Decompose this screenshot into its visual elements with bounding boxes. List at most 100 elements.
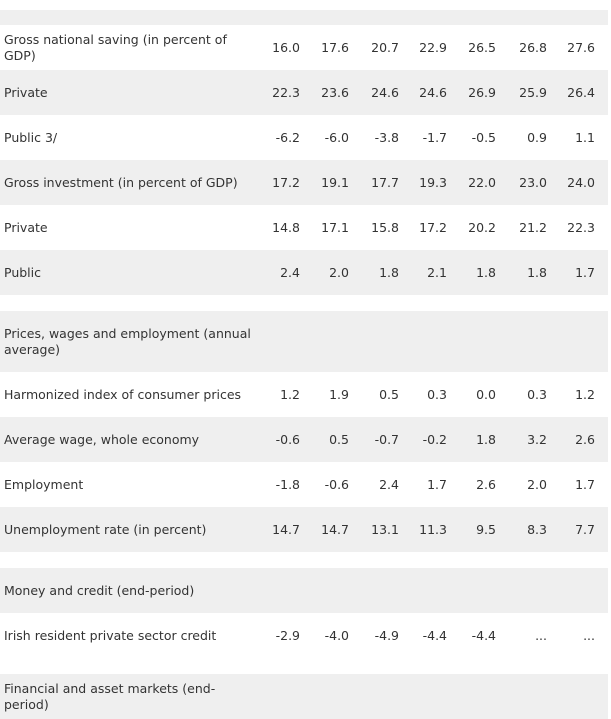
top-band — [0, 10, 608, 25]
cell: 19.1 — [321, 175, 349, 190]
cell: 2.6 — [575, 432, 595, 447]
row-label: Gross investment (in percent of GDP) — [4, 174, 238, 190]
cell: 17.2 — [419, 220, 447, 235]
cell: 11.3 — [419, 522, 447, 537]
cell: ... — [535, 628, 547, 643]
cell: -0.6 — [275, 432, 300, 447]
cell: -0.7 — [374, 432, 399, 447]
row-label: Private — [4, 219, 48, 235]
section-header: Money and credit (end-period) — [4, 582, 195, 598]
cell: -6.0 — [324, 130, 349, 145]
cell: -0.5 — [471, 130, 496, 145]
table-row: Irish resident private sector credit -2.… — [0, 613, 608, 658]
cell: 0.5 — [379, 387, 399, 402]
cell: 14.7 — [321, 522, 349, 537]
cell: 1.8 — [476, 432, 496, 447]
section-header-row: Money and credit (end-period) — [0, 568, 608, 613]
cell: -4.9 — [374, 628, 399, 643]
cell: 0.3 — [527, 387, 547, 402]
table-row: Employment -1.8 -0.6 2.4 1.7 2.6 2.0 1.7 — [0, 462, 608, 507]
cell: 22.0 — [468, 175, 496, 190]
row-label: Average wage, whole economy — [4, 431, 200, 447]
section-gap — [0, 295, 608, 311]
section-header-row: Financial and asset markets (end-period) — [0, 674, 608, 719]
table-row: Harmonized index of consumer prices 1.2 … — [0, 372, 608, 417]
cell: 1.9 — [329, 387, 349, 402]
cell: 26.8 — [519, 40, 547, 55]
cell: 26.4 — [567, 85, 595, 100]
row-label: Employment — [4, 476, 84, 492]
cell: -0.6 — [324, 477, 349, 492]
cell: 2.4 — [379, 477, 399, 492]
cell: 23.6 — [321, 85, 349, 100]
cell: 1.8 — [527, 265, 547, 280]
cell: 2.4 — [280, 265, 300, 280]
cell: 7.7 — [575, 522, 595, 537]
table-row: Private 22.3 23.6 24.6 24.6 26.9 25.9 26… — [0, 70, 608, 115]
cell: 23.0 — [519, 175, 547, 190]
cell: -2.9 — [275, 628, 300, 643]
table-row: Gross investment (in percent of GDP) 17.… — [0, 160, 608, 205]
cell: -1.8 — [275, 477, 300, 492]
cell: 16.0 — [272, 40, 300, 55]
cell: 8.3 — [527, 522, 547, 537]
cell: 0.3 — [427, 387, 447, 402]
cell: -0.2 — [422, 432, 447, 447]
row-label: Public 3/ — [4, 129, 58, 145]
cell: 19.3 — [419, 175, 447, 190]
cell: ... — [583, 628, 595, 643]
cell: -6.2 — [275, 130, 300, 145]
row-label: Unemployment rate (in percent) — [4, 521, 207, 537]
cell: 2.0 — [527, 477, 547, 492]
cell: -4.0 — [324, 628, 349, 643]
row-label: Public — [4, 264, 41, 280]
table-row: Unemployment rate (in percent) 14.7 14.7… — [0, 507, 608, 552]
row-label: Harmonized index of consumer prices — [4, 386, 242, 402]
section-header-row: Prices, wages and employment (annual ave… — [0, 311, 608, 372]
row-label: Gross national saving (in percent of GDP… — [4, 31, 227, 63]
cell: 20.2 — [468, 220, 496, 235]
cell: 1.7 — [575, 477, 595, 492]
cell: 9.5 — [476, 522, 496, 537]
cell: 17.7 — [371, 175, 399, 190]
cell: 1.1 — [575, 130, 595, 145]
cell: 14.7 — [272, 522, 300, 537]
cell: 1.8 — [379, 265, 399, 280]
cell: 26.9 — [468, 85, 496, 100]
cell: 24.6 — [419, 85, 447, 100]
cell: 0.9 — [527, 130, 547, 145]
cell: 1.7 — [575, 265, 595, 280]
cell: 1.7 — [427, 477, 447, 492]
cell: -3.8 — [374, 130, 399, 145]
row-label: Irish resident private sector credit — [4, 627, 217, 643]
cell: 2.0 — [329, 265, 349, 280]
cell: 14.8 — [272, 220, 300, 235]
section-header: Financial and asset markets (end-period) — [4, 680, 216, 712]
section-gap — [0, 552, 608, 568]
cell: 15.8 — [371, 220, 399, 235]
cell: 26.5 — [468, 40, 496, 55]
cell: -4.4 — [471, 628, 496, 643]
cell: 21.2 — [519, 220, 547, 235]
cell: 27.6 — [567, 40, 595, 55]
cell: -4.4 — [422, 628, 447, 643]
table-row: Average wage, whole economy -0.6 0.5 -0.… — [0, 417, 608, 462]
section-gap — [0, 658, 608, 674]
table-row: Public 3/ -6.2 -6.0 -3.8 -1.7 -0.5 0.9 1… — [0, 115, 608, 160]
section-header: Prices, wages and employment (annual ave… — [4, 325, 251, 357]
cell: 0.5 — [329, 432, 349, 447]
cell: 20.7 — [371, 40, 399, 55]
cell: 25.9 — [519, 85, 547, 100]
cell: 22.3 — [272, 85, 300, 100]
cell: 17.2 — [272, 175, 300, 190]
cell: 17.6 — [321, 40, 349, 55]
cell: 1.8 — [476, 265, 496, 280]
cell: 2.1 — [427, 265, 447, 280]
cell: 1.2 — [575, 387, 595, 402]
table-row: Public 2.4 2.0 1.8 2.1 1.8 1.8 1.7 — [0, 250, 608, 295]
cell: 24.0 — [567, 175, 595, 190]
top-spacer — [0, 0, 608, 10]
cell: 17.1 — [321, 220, 349, 235]
cell: 3.2 — [527, 432, 547, 447]
